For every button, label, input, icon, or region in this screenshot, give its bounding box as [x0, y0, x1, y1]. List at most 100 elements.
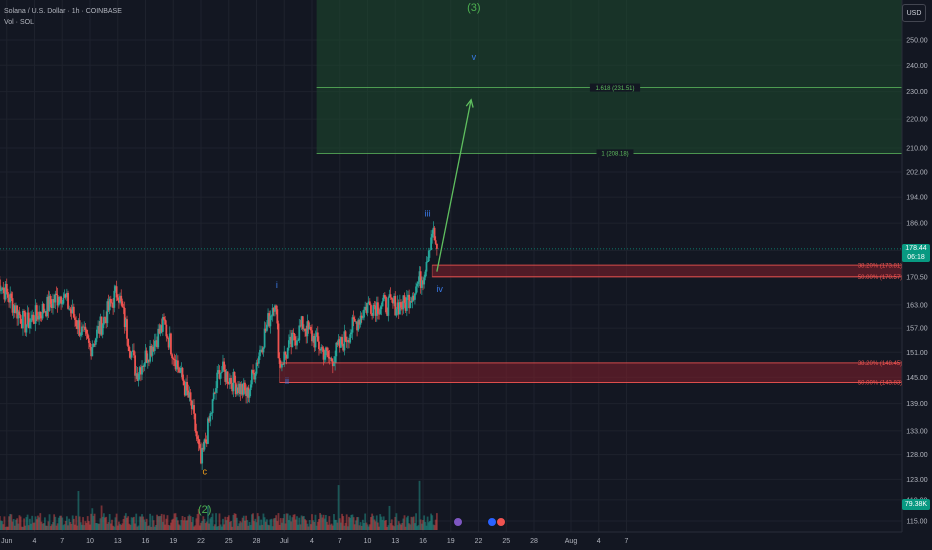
volume-bar [5, 526, 8, 530]
candle-body [431, 233, 434, 238]
candle-body [308, 327, 311, 330]
candle-body [253, 372, 256, 380]
volume-bar [301, 516, 304, 530]
volume-bar [259, 525, 261, 530]
volume-label[interactable]: Vol · SOL [4, 19, 34, 26]
volume-bar [246, 520, 249, 530]
volume-bar [247, 525, 250, 530]
candle-body [53, 299, 56, 303]
candle-body [7, 292, 9, 298]
candle-body [187, 390, 190, 398]
candle-body [328, 356, 331, 359]
volume-bar [223, 524, 226, 530]
candle-body [309, 327, 312, 331]
candle-body [195, 431, 198, 437]
candle-countdown: 06:18 [907, 253, 925, 261]
candle-body [33, 322, 36, 324]
volume-bar [296, 516, 298, 530]
candle-body [319, 349, 321, 351]
volume-bar [35, 519, 38, 530]
candle-body [285, 354, 288, 359]
volume-bar [359, 522, 362, 530]
volume-bar [425, 525, 428, 530]
candle-body [371, 313, 374, 316]
candle-body [234, 382, 237, 395]
candle-body [8, 297, 10, 303]
volume-bar [289, 515, 291, 530]
candle-body [97, 326, 99, 330]
volume-bar [388, 505, 391, 530]
volume-bar [143, 519, 146, 530]
candle-body [102, 317, 105, 325]
volume-bar [344, 522, 347, 530]
candle-body [211, 399, 214, 414]
volume-bar [282, 518, 284, 530]
candle-body [275, 305, 278, 310]
candle-body [12, 305, 15, 313]
volume-bar [37, 515, 39, 530]
volume-bar [232, 514, 235, 530]
currency-button[interactable]: USD [902, 4, 926, 22]
volume-bar [106, 523, 109, 530]
volume-bar [74, 524, 76, 530]
candle-body [192, 405, 194, 409]
candle-body [226, 371, 229, 384]
volume-bar [389, 523, 392, 530]
candle-body [271, 307, 274, 316]
volume-bar [192, 516, 194, 530]
volume-bar [385, 519, 387, 530]
candle-body [201, 447, 204, 464]
event-marker-icon [487, 517, 497, 527]
candle-body [150, 346, 153, 356]
volume-bar [286, 513, 289, 530]
x-tick-label: 7 [338, 538, 342, 545]
volume-bar [9, 513, 12, 530]
candle-body [189, 392, 192, 401]
volume-bar [368, 524, 371, 530]
candle-body [261, 349, 264, 353]
candle-body [242, 382, 245, 395]
volume-bar [197, 509, 200, 530]
symbol-title[interactable]: Solana / U.S. Dollar · 1h · COINBASE [4, 8, 122, 15]
volume-bar [201, 521, 204, 530]
volume-bar [322, 514, 325, 530]
volume-bar [120, 525, 123, 530]
volume-bar [427, 522, 430, 530]
candle-body [385, 296, 387, 313]
candle-body [5, 283, 8, 293]
candle-body [134, 355, 136, 376]
candle-body [130, 351, 133, 358]
candle-body [320, 347, 323, 351]
candle-body [422, 280, 424, 285]
candle-body [155, 340, 157, 342]
candle-body [167, 337, 170, 348]
candle-body [355, 321, 357, 323]
candle-body [89, 342, 91, 348]
volume-bar [76, 525, 79, 530]
volume-bar [175, 517, 178, 530]
volume-bar [260, 519, 263, 530]
volume-bar [307, 526, 310, 530]
volume-bar [267, 524, 269, 530]
volume-bar [346, 526, 349, 530]
volume-bar [179, 525, 182, 530]
candle-body [311, 330, 313, 342]
volume-bar [416, 526, 419, 530]
volume-bar [349, 517, 352, 530]
candle-body [303, 328, 305, 330]
volume-bar [314, 514, 317, 530]
candle-body [387, 297, 390, 316]
candle-body [30, 318, 32, 323]
volume-bar [299, 524, 302, 530]
candle-body [11, 298, 14, 313]
candle-body [252, 370, 254, 373]
volume-bar [33, 522, 36, 530]
candle-body [254, 373, 257, 380]
candle-body [68, 308, 71, 310]
candle-body [367, 301, 370, 304]
volume-bar [210, 516, 213, 530]
candle-body [326, 347, 328, 351]
candle-body [231, 383, 234, 392]
volume-bar [104, 517, 106, 530]
